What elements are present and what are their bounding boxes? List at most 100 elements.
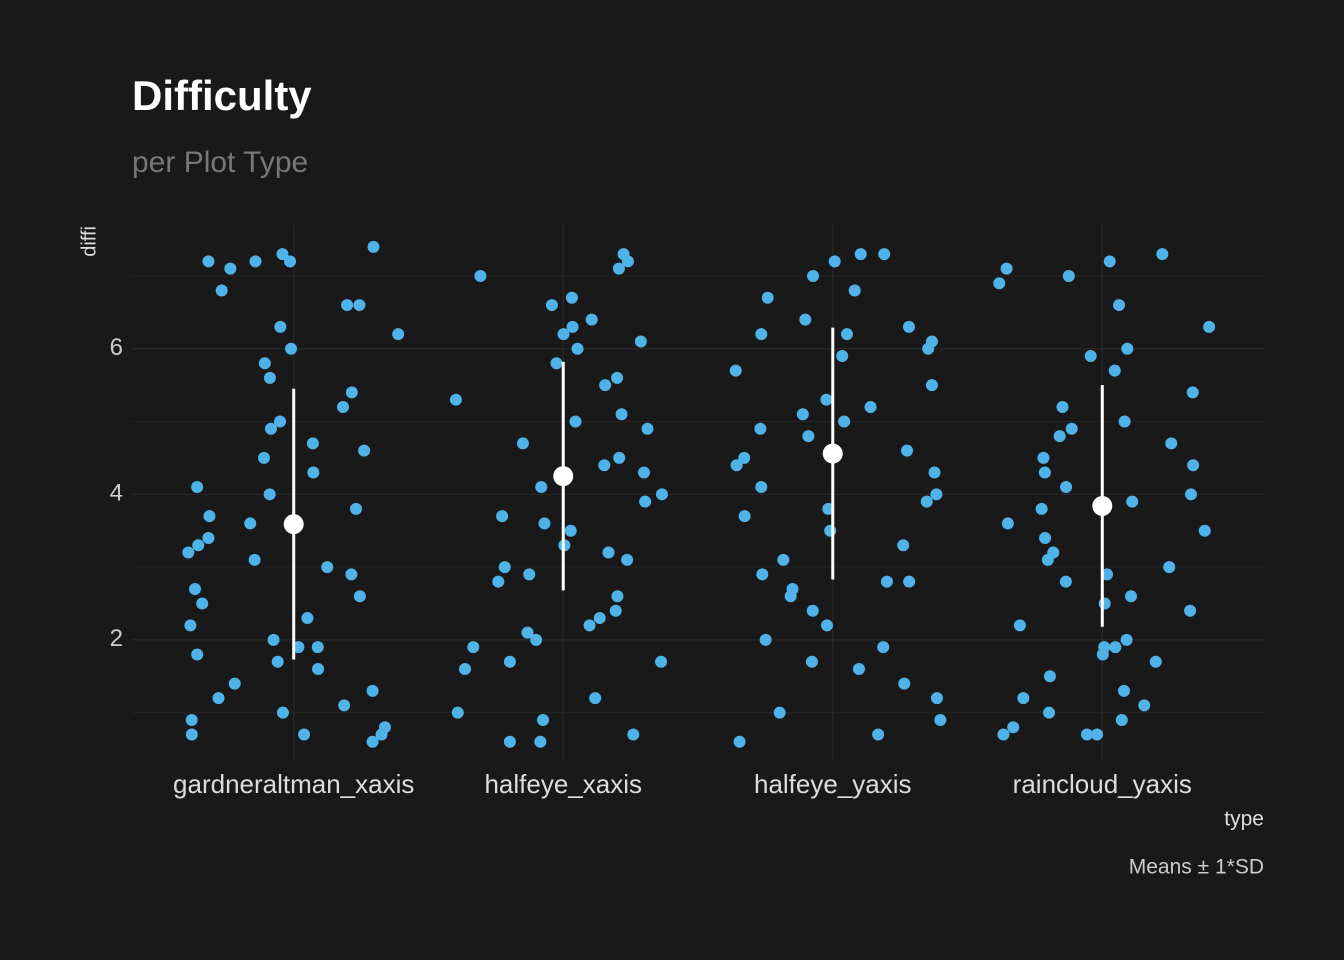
data-point	[271, 655, 284, 668]
x-tick-label: raincloud_yaxis	[1013, 769, 1192, 799]
data-point	[496, 510, 509, 523]
data-point	[1035, 502, 1048, 515]
data-point	[993, 277, 1006, 290]
data-point	[897, 539, 910, 552]
data-point	[759, 633, 772, 646]
data-point	[264, 422, 277, 435]
data-point	[799, 313, 812, 326]
data-point	[244, 517, 257, 530]
data-point	[1121, 342, 1134, 355]
data-point	[191, 481, 204, 494]
data-point	[729, 364, 742, 377]
data-point	[292, 641, 305, 654]
data-point	[392, 328, 405, 341]
data-point	[1038, 466, 1051, 479]
data-point	[215, 284, 228, 297]
data-point	[267, 633, 280, 646]
data-point	[1113, 299, 1126, 312]
data-point	[593, 612, 606, 625]
data-point	[182, 546, 195, 559]
data-point	[1126, 495, 1139, 508]
data-point	[545, 299, 558, 312]
data-point	[1115, 713, 1128, 726]
data-point	[1109, 641, 1122, 654]
y-tick-label: 6	[110, 334, 123, 361]
data-point	[901, 444, 914, 457]
data-point	[777, 553, 790, 566]
data-point	[257, 451, 270, 464]
data-point	[350, 502, 363, 515]
x-tick-label: gardneraltman_xaxis	[173, 769, 414, 799]
data-point	[761, 291, 774, 304]
data-point	[530, 633, 543, 646]
data-point	[1118, 415, 1131, 428]
data-point	[474, 269, 487, 282]
data-point	[1065, 422, 1078, 435]
data-point	[263, 488, 276, 501]
data-point	[1165, 437, 1178, 450]
data-point	[366, 684, 379, 697]
data-point	[1056, 400, 1069, 413]
mean-point	[283, 514, 304, 535]
y-tick-label: 2	[110, 625, 123, 652]
data-point	[516, 437, 529, 450]
data-point	[583, 619, 596, 632]
data-point	[880, 575, 893, 588]
marks: gardneraltman_xaxis halfeye_xaxis halfeye_…	[173, 240, 1216, 799]
data-point	[934, 713, 947, 726]
data-point	[538, 517, 551, 530]
data-point	[1062, 269, 1075, 282]
data-point	[755, 481, 768, 494]
mean-point	[553, 466, 574, 487]
data-point	[550, 357, 563, 370]
data-point	[1000, 262, 1013, 275]
data-point	[903, 575, 916, 588]
data-point	[202, 255, 215, 268]
data-point	[202, 531, 215, 544]
data-point	[997, 728, 1010, 741]
data-point	[641, 422, 654, 435]
data-point	[224, 262, 237, 275]
data-point	[321, 561, 334, 574]
data-point	[301, 612, 314, 625]
data-point	[534, 735, 547, 748]
data-point	[848, 284, 861, 297]
data-point	[338, 699, 351, 712]
data-point	[598, 459, 611, 472]
data-point	[1007, 721, 1020, 734]
data-point	[609, 604, 622, 617]
data-point	[571, 342, 584, 355]
data-point	[611, 590, 624, 603]
data-point	[1001, 517, 1014, 530]
mean-point	[1092, 495, 1113, 516]
data-point	[599, 379, 612, 392]
data-point	[566, 320, 579, 333]
data-point	[1053, 430, 1066, 443]
data-point	[341, 299, 354, 312]
data-point	[878, 248, 891, 261]
data-point	[922, 342, 935, 355]
data-point	[249, 255, 262, 268]
x-tick-label: halfeye_yaxis	[754, 769, 912, 799]
data-point	[836, 350, 849, 363]
data-point	[755, 328, 768, 341]
data-point	[805, 655, 818, 668]
data-point	[925, 379, 938, 392]
data-point	[930, 488, 943, 501]
data-point	[1120, 633, 1133, 646]
data-point	[273, 415, 286, 428]
data-point	[298, 728, 311, 741]
data-point	[467, 641, 480, 654]
data-point	[1041, 553, 1054, 566]
data-point	[312, 663, 325, 676]
data-point	[1039, 531, 1052, 544]
data-point	[1125, 590, 1138, 603]
data-point	[274, 320, 287, 333]
data-point	[451, 706, 464, 719]
data-point	[613, 451, 626, 464]
data-point	[756, 568, 769, 581]
data-point	[185, 713, 198, 726]
data-point	[637, 466, 650, 479]
